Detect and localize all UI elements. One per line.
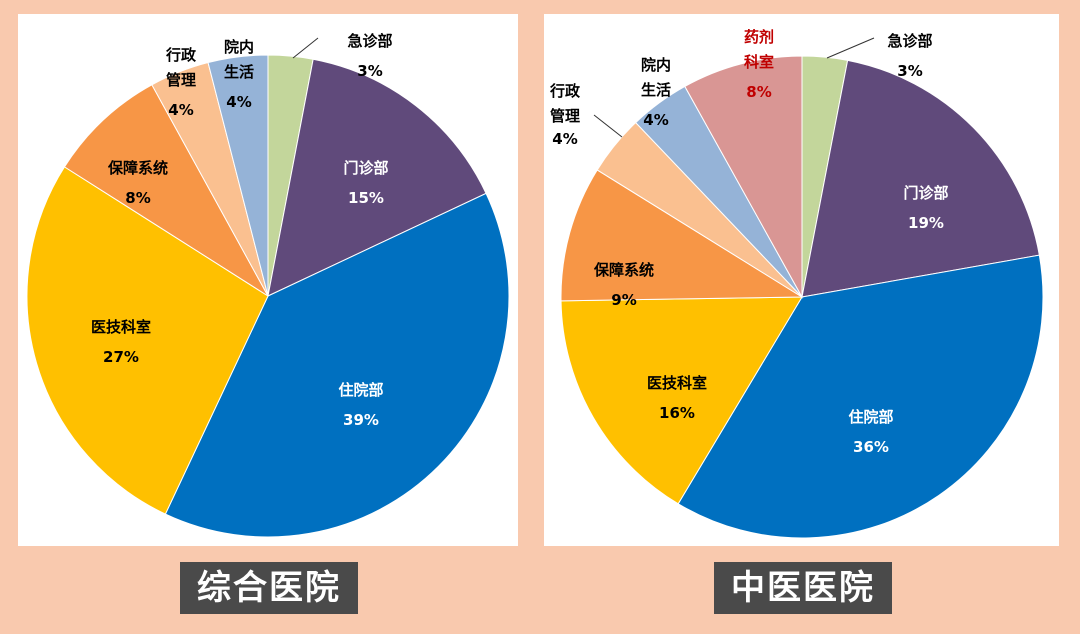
slice-label: 急诊部 — [347, 32, 392, 50]
slice-label: 院内 — [224, 38, 254, 56]
left-chart-panel: 急诊部 3% 门诊部 15% 住院部 39% 医技科室 27% 保障系统 8% 行政管理 4% 院内生活… — [18, 14, 518, 546]
slice-label: 药剂 — [744, 28, 774, 46]
slice-value-label: 8% — [746, 83, 771, 101]
slice-value-label: 9% — [611, 291, 636, 309]
chart-title-general-hospital: 综合医院 — [180, 562, 358, 614]
slice-value-label: 36% — [853, 438, 889, 456]
slice-label: 生活 — [641, 81, 671, 99]
slice-value-label: 4% — [552, 130, 577, 148]
slice-label: 生活 — [224, 63, 254, 81]
pie-slice — [267, 58, 487, 297]
slice-label: 门诊部 — [343, 159, 388, 177]
pie-slice — [560, 296, 803, 505]
slice-label: 医技科室 — [91, 318, 151, 336]
slice-label: 医技科室 — [647, 374, 707, 392]
slice-label: 保障系统 — [107, 159, 168, 177]
slice-label: 行政 — [549, 82, 581, 100]
slice-value-label: 16% — [659, 404, 695, 422]
slice-label: 管理 — [550, 107, 580, 125]
slice-value-label: 39% — [343, 411, 379, 429]
right-chart-panel: 急诊部 3% 门诊部 19% 住院部 36% 医技科室 16% 保障系统 9% 行政管理 4% 院内生活… — [544, 14, 1059, 546]
pie-slice — [26, 166, 269, 515]
pie-slice — [801, 59, 1040, 298]
pie-slice — [684, 55, 803, 299]
slice-value-label: 27% — [103, 348, 139, 366]
slice-label: 科室 — [744, 53, 774, 71]
leader-line — [826, 37, 875, 59]
pie-slice — [164, 192, 510, 538]
pie-slice — [677, 254, 1044, 539]
slice-label: 行政 — [165, 46, 197, 64]
slice-value-label: 4% — [168, 101, 193, 119]
slice-value-label: 4% — [226, 93, 251, 111]
pie-slice — [63, 84, 269, 297]
slice-label: 管理 — [166, 71, 196, 89]
leader-line — [292, 37, 319, 59]
chart-title-tcm-hospital: 中医医院 — [714, 562, 892, 614]
slice-label: 急诊部 — [887, 32, 932, 50]
slice-value-label: 15% — [348, 189, 384, 207]
slice-label: 住院部 — [338, 381, 383, 399]
slice-label: 保障系统 — [593, 261, 654, 279]
slice-value-label: 8% — [125, 189, 150, 207]
slice-label: 院内 — [641, 56, 671, 74]
slice-label: 门诊部 — [903, 184, 948, 202]
leader-line — [593, 114, 623, 138]
slice-value-label: 19% — [908, 214, 944, 232]
pie-slice — [560, 169, 804, 302]
slice-value-label: 3% — [897, 62, 922, 80]
pie-slice — [207, 54, 269, 297]
slice-label: 住院部 — [848, 408, 893, 426]
slice-value-label: 4% — [643, 111, 668, 129]
slice-value-label: 3% — [357, 62, 382, 80]
